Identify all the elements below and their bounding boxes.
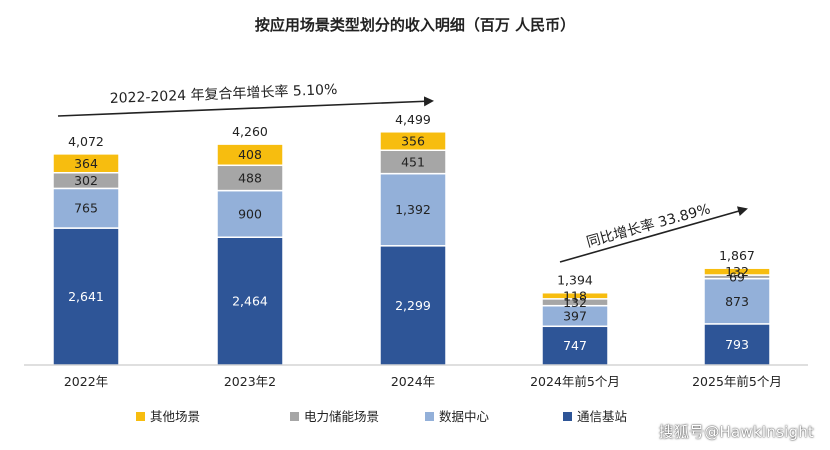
x-tick-label-3: 2024年前5个月: [530, 374, 620, 389]
value-label-2-4: 69: [729, 269, 745, 284]
bar-segment-0-4: [703, 323, 771, 366]
legend-label-3: 通信基站: [577, 409, 627, 424]
bar-segment-1-0: [52, 187, 120, 229]
total-label-2: 4,499: [395, 112, 431, 127]
value-label-0-2: 2,299: [395, 298, 431, 313]
x-tick-label-2: 2024年: [391, 374, 435, 389]
value-label-3-0: 364: [74, 156, 98, 171]
bar-segment-0-1: [216, 236, 284, 366]
legend-swatch-0: [136, 412, 145, 421]
value-label-1-3: 397: [563, 308, 587, 323]
value-label-2-1: 488: [238, 170, 262, 185]
bar-segment-3-0: [52, 153, 120, 174]
legend-swatch-2: [425, 412, 434, 421]
value-label-1-2: 1,392: [395, 202, 431, 217]
x-tick-label-1: 2023年2: [224, 374, 276, 389]
bar-segment-0-0: [52, 227, 120, 366]
total-label-3: 1,394: [557, 273, 593, 288]
value-label-0-3: 747: [563, 338, 587, 353]
value-label-2-0: 302: [74, 173, 98, 188]
bar-segment-0-2: [379, 245, 447, 366]
x-tick-labels: 2022年 2023年2 2024年 2024年前5个月 2025年前5个月: [64, 374, 782, 389]
bar-segment-2-1: [216, 164, 284, 192]
legend-swatch-3: [563, 412, 572, 421]
value-label-1-1: 900: [238, 206, 262, 221]
value-label-3-4: 132: [725, 264, 749, 279]
legend: 其他场景 电力储能场景 数据中心 通信基站: [136, 409, 627, 424]
value-label-3-3: 118: [563, 288, 587, 303]
bar-segment-3-2: [379, 131, 447, 151]
total-label-1: 4,260: [232, 124, 268, 139]
value-label-2-3: 132: [563, 295, 587, 310]
chart-title: 按应用场景类型划分的收入明细（百万 人民币）: [255, 16, 575, 34]
x-tick-label-0: 2022年: [64, 374, 108, 389]
total-label-4: 1,867: [719, 248, 755, 263]
legend-label-2: 数据中心: [439, 409, 490, 424]
bar-segment-3-4: [703, 267, 771, 276]
value-label-3-1: 408: [238, 147, 262, 162]
x-tick-label-4: 2025年前5个月: [692, 374, 782, 389]
value-label-0-4: 793: [725, 337, 749, 352]
value-label-2-2: 451: [401, 154, 425, 169]
total-label-0: 4,072: [68, 134, 104, 149]
watermark-text: 搜狐号@HawkInsight: [658, 423, 814, 441]
bar-segment-0-3: [541, 325, 609, 366]
cagr-annotation: 2022-2024 年复合年增长率 5.10%: [109, 81, 337, 107]
bar-segment-1-4: [703, 277, 771, 325]
bar-segment-3-1: [216, 143, 284, 167]
bars-group: 2,641 765 302 364 4,072 2,464 900 488 408 4,260 2,…: [52, 112, 771, 366]
yoy-annotation: 同比增长率 33.89%: [585, 200, 713, 251]
value-label-0-1: 2,464: [232, 294, 268, 309]
legend-swatch-1: [290, 412, 299, 421]
value-label-1-0: 765: [74, 201, 98, 216]
yoy-arrow: [559, 206, 748, 263]
bar-segment-3-3: [541, 291, 609, 300]
legend-label-0: 其他场景: [150, 409, 200, 424]
cagr-arrow: [57, 96, 434, 117]
value-label-1-4: 873: [725, 294, 749, 309]
legend-label-1: 电力储能场景: [304, 409, 379, 424]
value-label-3-2: 356: [401, 134, 425, 149]
value-label-0-0: 2,641: [68, 289, 104, 304]
